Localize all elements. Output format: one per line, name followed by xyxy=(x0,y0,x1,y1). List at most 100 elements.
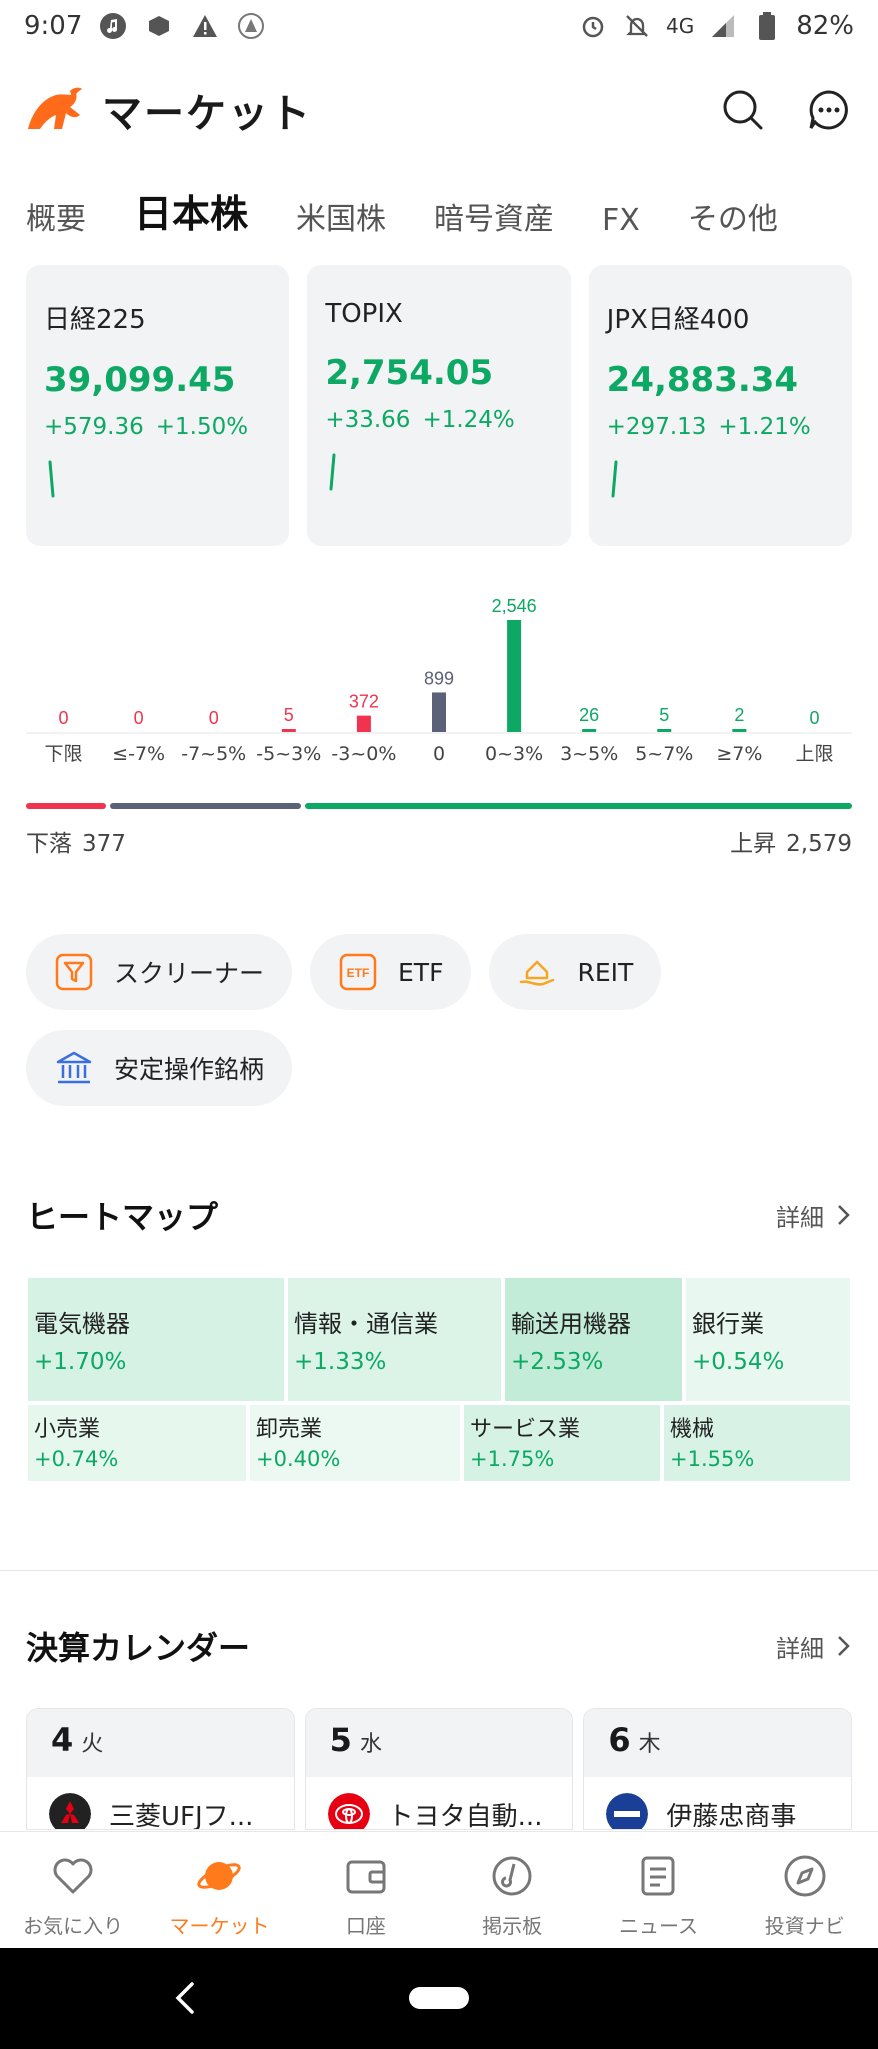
heatmap-cell-retail[interactable]: 小売業 +0.74% xyxy=(28,1405,246,1481)
market-tabs: 概要 日本株 米国株 暗号資産 FX その他 xyxy=(0,186,878,250)
sector-name: 情報・通信業 xyxy=(294,1310,438,1338)
sector-change: +1.33% xyxy=(294,1349,387,1375)
nav-market[interactable]: マーケット xyxy=(146,1832,292,1948)
distribution-bucket-label: 3~5% xyxy=(560,743,618,765)
distribution-svg: 0 下限 0 ≤-7% 0 -7~5% 5 -5~3% 372 -3~0% 899 0 2,546 0~3… xyxy=(26,596,852,765)
price-distribution-chart[interactable]: 0 下限 0 ≤-7% 0 -7~5% 5 -5~3% 372 -3~0% 899 0 2,546 0~3… xyxy=(26,590,852,770)
battery-icon xyxy=(752,11,782,41)
heatmap-details-link[interactable]: 詳細 xyxy=(776,1198,852,1233)
sector-name: 電気機器 xyxy=(34,1310,130,1338)
company-name: 伊藤忠商事 xyxy=(666,1801,797,1830)
heatmap-cell-transport[interactable]: 輸送用機器 +2.53% xyxy=(505,1278,682,1401)
chat-button[interactable] xyxy=(806,87,852,133)
back-icon[interactable] xyxy=(166,1978,206,2018)
page-title: マーケット xyxy=(102,91,312,137)
advance-segment xyxy=(304,803,852,809)
distribution-bar xyxy=(582,729,597,732)
distribution-bucket-label: 0~3% xyxy=(485,743,543,765)
index-value: 39,099.45 xyxy=(44,360,236,400)
index-card-nikkei225[interactable]: 日経225 39,099.45 +579.36 +1.50% xyxy=(26,265,290,546)
stabilization-stocks-chip[interactable]: 安定操作銘柄 xyxy=(26,1030,293,1106)
distribution-count: 0 xyxy=(134,708,144,728)
heatmap-cell-machinery[interactable]: 機械 +1.55% xyxy=(664,1405,850,1481)
calendar-day-header: 6 木 xyxy=(584,1709,852,1777)
calendar-details-link[interactable]: 詳細 xyxy=(776,1629,852,1664)
heatmap-cell-services[interactable]: サービス業 +1.75% xyxy=(464,1405,660,1481)
section-divider xyxy=(0,1570,878,1571)
distribution-bar xyxy=(732,729,747,732)
distribution-bucket-label: -3~0% xyxy=(331,743,396,765)
heatmap-cell-telecom[interactable]: 情報・通信業 +1.33% xyxy=(288,1278,501,1401)
home-pill[interactable] xyxy=(409,1987,469,2009)
details-label: 詳細 xyxy=(776,1634,824,1663)
sector-name: 輸送用機器 xyxy=(511,1310,631,1338)
calendar-weekday: 火 xyxy=(81,1732,104,1757)
calendar-day-column: 6 木 伊藤忠商事 xyxy=(583,1708,852,1830)
bank-icon xyxy=(56,1051,92,1084)
chip-label: REIT xyxy=(577,957,634,987)
sector-name: 卸売業 xyxy=(256,1417,323,1442)
distribution-count: 2 xyxy=(734,705,744,725)
distribution-count: 26 xyxy=(579,705,599,725)
reit-chip[interactable]: REIT xyxy=(489,934,662,1010)
index-card-topix[interactable]: TOPIX 2,754.05 +33.66 +1.24% xyxy=(307,265,571,546)
index-change-amount: +579.36 xyxy=(44,414,144,440)
screener-icon xyxy=(55,953,93,991)
sector-heatmap: 電気機器 +1.70% 情報・通信業 +1.33% 輸送用機器 +2.53% 銀… xyxy=(28,1278,850,1485)
earnings-item[interactable]: トヨタ自動... xyxy=(306,1777,573,1829)
heart-icon xyxy=(53,1858,93,1894)
battery-level: 82% xyxy=(796,11,854,41)
network-type: 4G xyxy=(665,14,695,38)
heatmap-cell-bank[interactable]: 銀行業 +0.54% xyxy=(686,1278,850,1401)
earnings-item[interactable]: 伊藤忠商事 xyxy=(584,1777,851,1830)
sparkline-icon xyxy=(329,453,336,491)
sector-change: +1.75% xyxy=(470,1447,555,1471)
app-notification-icon xyxy=(144,11,174,41)
distribution-bucket-label: ≥7% xyxy=(716,743,762,765)
tab-japan-stocks[interactable]: 日本株 xyxy=(134,183,248,250)
distribution-count: 899 xyxy=(424,668,454,688)
tab-other[interactable]: その他 xyxy=(687,202,778,237)
reit-icon xyxy=(520,960,555,986)
sector-change: +1.70% xyxy=(34,1349,127,1375)
heatmap-cell-electric[interactable]: 電気機器 +1.70% xyxy=(28,1278,284,1401)
mute-icon xyxy=(622,11,652,41)
quick-links: スクリーナー ETF ETF REIT 安定操作銘柄 xyxy=(26,934,852,1106)
index-change: +579.36 +1.50% xyxy=(44,414,271,440)
planet-icon xyxy=(197,1862,242,1890)
itochu-logo-icon xyxy=(606,1793,649,1829)
sector-change: +2.53% xyxy=(511,1349,604,1375)
nav-label: 掲示板 xyxy=(482,1914,543,1938)
distribution-count: 0 xyxy=(59,708,69,728)
screener-chip[interactable]: スクリーナー xyxy=(26,934,293,1010)
search-icon xyxy=(723,90,763,130)
calendar-day-column: 4 火 三菱UFJフ... xyxy=(26,1708,295,1830)
advance-summary: 上昇 2,579 xyxy=(730,824,852,858)
flat-segment xyxy=(110,803,301,809)
tab-us-stocks[interactable]: 米国株 xyxy=(296,202,387,237)
index-card-jpx400[interactable]: JPX日経400 24,883.34 +297.13 +1.21% xyxy=(588,265,852,546)
nav-favorites[interactable]: お気に入り xyxy=(0,1832,146,1948)
chip-label: スクリーナー xyxy=(114,959,265,988)
distribution-count: 2,546 xyxy=(492,596,537,616)
nav-board[interactable]: 掲示板 xyxy=(439,1832,585,1948)
calendar-day: 5 xyxy=(329,1721,352,1759)
search-button[interactable] xyxy=(720,87,766,133)
nav-invest-navi[interactable]: 投資ナビ xyxy=(732,1832,878,1948)
tab-crypto[interactable]: 暗号資産 xyxy=(434,202,555,237)
chat-icon xyxy=(809,90,848,130)
decline-label: 下落 xyxy=(26,831,72,857)
calendar-weekday: 木 xyxy=(638,1732,661,1757)
etf-chip[interactable]: ETF ETF xyxy=(310,934,472,1010)
nav-news[interactable]: ニュース xyxy=(585,1832,731,1948)
advance-decline-summary: 下落 377 上昇 2,579 xyxy=(26,824,852,858)
tab-overview[interactable]: 概要 xyxy=(26,202,86,237)
heatmap-title: ヒートマップ xyxy=(26,1198,219,1236)
index-change-percent: +1.21% xyxy=(718,414,811,440)
earnings-item[interactable]: 三菱UFJフ... xyxy=(27,1777,294,1829)
compass-icon xyxy=(784,1855,826,1897)
heatmap-cell-wholesale[interactable]: 卸売業 +0.40% xyxy=(250,1405,460,1481)
tab-fx[interactable]: FX xyxy=(602,203,640,238)
index-change: +33.66 +1.24% xyxy=(325,407,552,433)
nav-account[interactable]: 口座 xyxy=(293,1832,439,1948)
